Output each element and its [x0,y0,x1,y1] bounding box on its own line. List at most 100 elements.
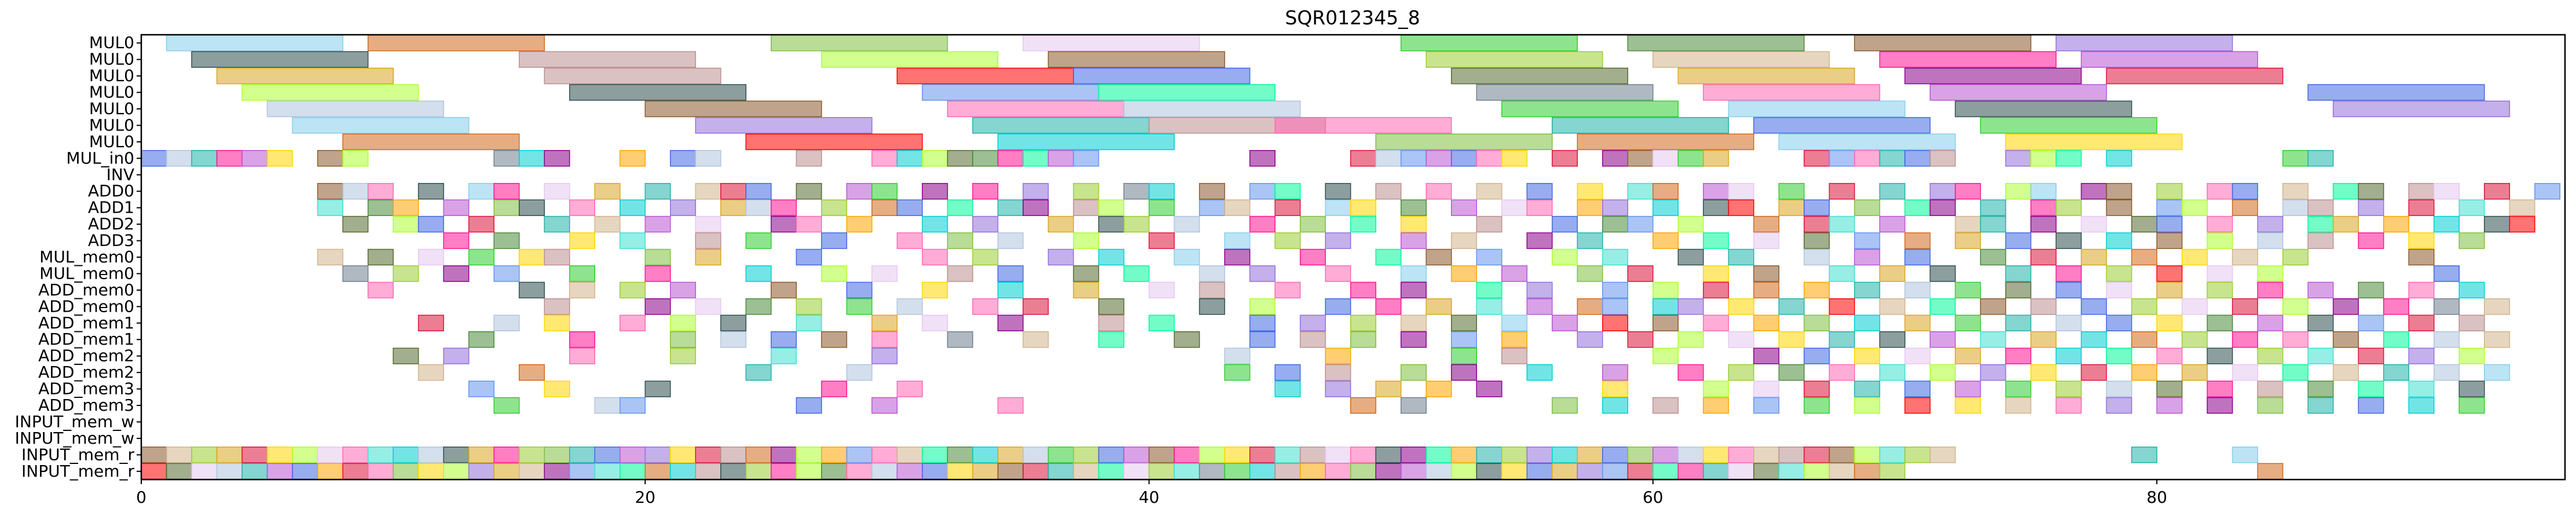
gantt-bar [1274,232,1301,249]
gantt-bar [1677,331,1704,348]
gantt-bar [1854,199,1881,216]
gantt-bar [2156,314,2183,332]
gantt-bar [1804,248,1830,266]
gantt-bar [1602,281,1629,299]
gantt-bar [2383,331,2409,348]
gantt-bar [1703,463,1729,480]
gantt-bar [745,182,772,200]
gantt-bar [569,447,595,463]
gantt-bar [1073,281,1100,299]
gantt-bar [1552,215,1578,233]
gantt-bar [2207,314,2233,332]
gantt-bar [1375,150,1402,167]
gantt-bar [1501,100,1679,118]
gantt-bar [1249,447,1276,463]
gantt-bar [1476,248,1503,266]
gantt-bar [2332,298,2359,315]
y-tick-label: INPUT_mem_r [21,445,134,464]
gantt-bar [1123,463,1150,480]
gantt-bar [216,67,394,85]
gantt-bar [1476,150,1503,167]
gantt-bar [1879,265,1906,282]
gantt-bar [1829,215,1855,233]
gantt-bar [1552,397,1578,414]
gantt-bar [2005,150,2032,167]
y-tick-label: ADD_mem3 [38,379,134,398]
gantt-bar [1450,150,1477,167]
gantt-bar [997,314,1024,332]
gantt-bar [1073,463,1100,480]
gantt-bar [2257,265,2284,282]
gantt-bar [2408,381,2435,397]
y-tick-label: ADD_mem1 [38,313,134,332]
y-tick-label: MUL0 [89,33,134,52]
gantt-bar [771,447,797,463]
gantt-bar [2307,314,2334,332]
gantt-bar [1023,182,1049,200]
gantt-bar [2358,381,2384,397]
gantt-bar [191,463,218,480]
gantt-bar [1450,447,1477,463]
gantt-bar [1955,281,1981,299]
gantt-bar [417,314,444,332]
gantt-bar [871,182,898,200]
gantt-bar [1350,314,1376,332]
gantt-bar [241,150,268,167]
gantt-bar [468,331,494,348]
gantt-bar [745,463,772,480]
gantt-bar [544,447,570,463]
gantt-bar [393,265,419,282]
gantt-bar [191,447,218,463]
gantt-bar [569,348,595,364]
gantt-bar [2156,265,2183,282]
gantt-bar [1778,298,1805,315]
gantt-bar [1400,281,1427,299]
gantt-bar [216,150,243,167]
gantt-bar [1552,117,1729,134]
gantt-bar [2408,248,2435,266]
gantt-bar [2383,298,2409,315]
gantt-bar [443,199,470,216]
gantt-bar [1249,265,1276,282]
gantt-bar [695,215,721,233]
gantt-bar [1652,463,1679,480]
gantt-bar [1703,265,1729,282]
gantt-bar [2080,51,2258,68]
gantt-bar [216,463,243,480]
gantt-bar [644,381,671,397]
gantt-bar [1375,447,1402,463]
gantt-bar [317,463,343,480]
gantt-bar [1375,381,1402,397]
gantt-bar [342,215,369,233]
gantt-bar [2055,150,2082,167]
gantt-bar [997,397,1024,414]
gantt-bar [1199,298,1225,315]
gantt-bar [1274,117,1452,134]
gantt-bar [1703,182,1729,200]
gantt-bar [771,348,797,364]
y-tick-label: ADD_mem3 [38,396,134,415]
gantt-bar [1778,463,1805,480]
gantt-bar [493,232,520,249]
gantt-bar [2131,248,2157,266]
gantt-bar [720,463,747,480]
gantt-bar [1602,397,1629,414]
gantt-bar [166,34,343,52]
gantt-bar [2332,182,2359,200]
gantt-bar [796,463,822,480]
gantt-bar [1047,215,1074,233]
gantt-bar [1703,150,1729,167]
gantt-bar [2358,397,2384,414]
gantt-bar [1476,84,1654,101]
gantt-bar [544,150,570,167]
gantt-bar [1526,298,1553,315]
gantt-bar [922,463,948,480]
gantt-bar [821,331,848,348]
gantt-bar [1829,331,1855,348]
gantt-bar [1325,447,1351,463]
gantt-bar [922,314,948,332]
gantt-bar [317,199,343,216]
gantt-bar [1023,298,1049,315]
gantt-bar [620,232,646,249]
gantt-bar [1476,182,1503,200]
